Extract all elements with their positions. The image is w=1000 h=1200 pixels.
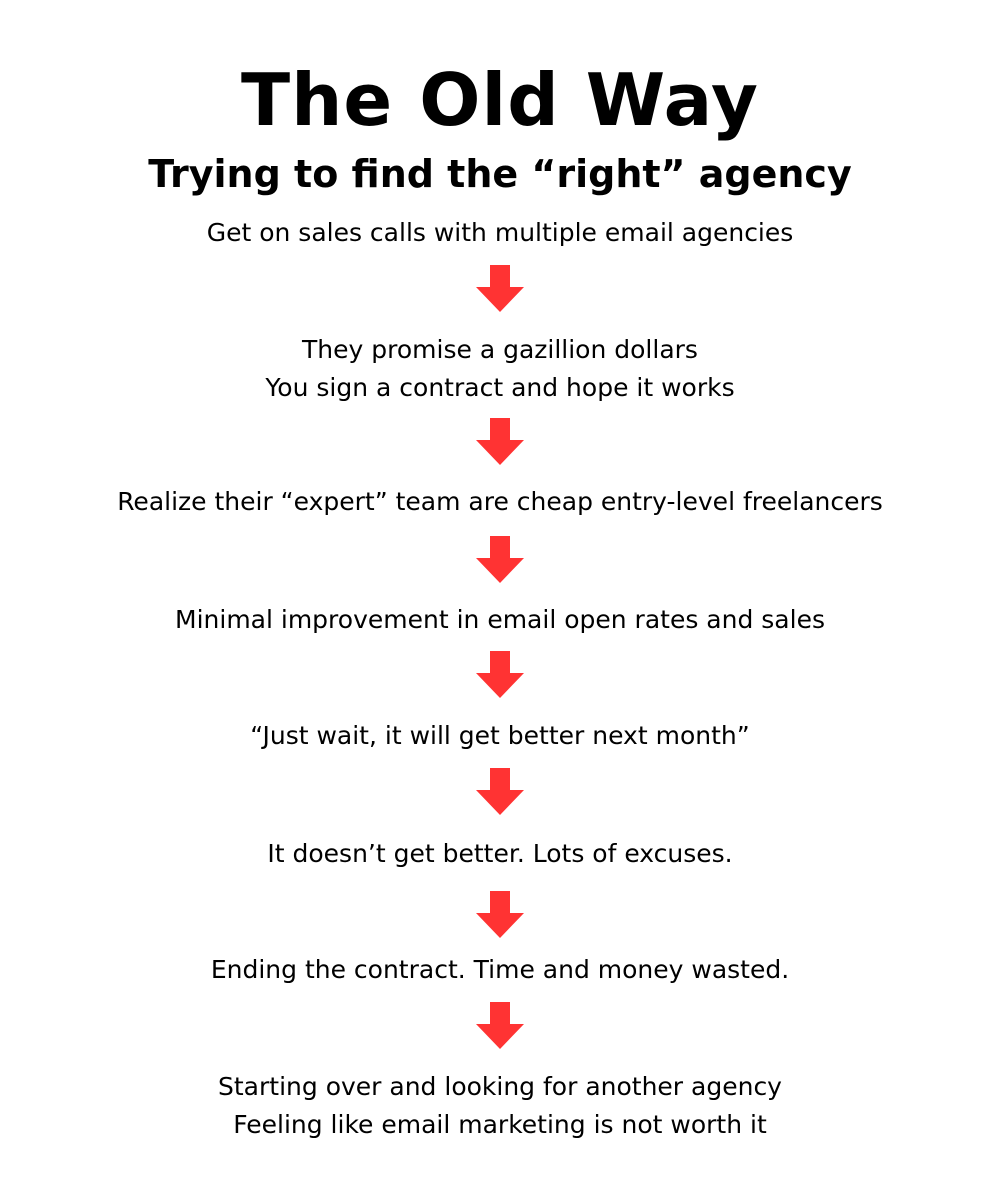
flow-step-7: Ending the contract. Time and money wast… [0, 951, 1000, 989]
flow-step-1: Get on sales calls with multiple email a… [0, 214, 1000, 252]
step-text: Ending the contract. Time and money wast… [210, 955, 790, 984]
down-arrow-icon [476, 1002, 524, 1050]
step-text: Starting over and looking for another ag… [218, 1072, 782, 1101]
flow-step-5: “Just wait, it will get better next mont… [0, 717, 1000, 755]
page-subtitle: Trying to find the “right” agency [148, 151, 852, 196]
flow-step-2: They promise a gazillion dollars You sig… [0, 331, 1000, 407]
down-arrow-icon [476, 536, 524, 584]
down-arrow-icon [476, 891, 524, 939]
down-arrow-icon [476, 768, 524, 816]
down-arrow-icon [476, 265, 524, 313]
flow-step-6: It doesn’t get better. Lots of excuses. [0, 835, 1000, 873]
step-text: Minimal improvement in email open rates … [175, 605, 825, 634]
page-title: The Old Way [241, 58, 759, 143]
step-text: Feeling like email marketing is not wort… [233, 1110, 767, 1139]
down-arrow-icon [476, 651, 524, 699]
step-text: They promise a gazillion dollars [302, 335, 698, 364]
step-text: “Just wait, it will get better next mont… [250, 721, 750, 750]
flow-step-8: Starting over and looking for another ag… [0, 1068, 1000, 1144]
down-arrow-icon [476, 418, 524, 466]
flow-step-4: Minimal improvement in email open rates … [0, 601, 1000, 639]
step-text: Realize their “expert” team are cheap en… [117, 487, 883, 516]
flow-step-3: Realize their “expert” team are cheap en… [0, 483, 1000, 521]
step-text: You sign a contract and hope it works [265, 373, 735, 402]
step-text: Get on sales calls with multiple email a… [206, 218, 794, 247]
step-text: It doesn’t get better. Lots of excuses. [267, 839, 733, 868]
